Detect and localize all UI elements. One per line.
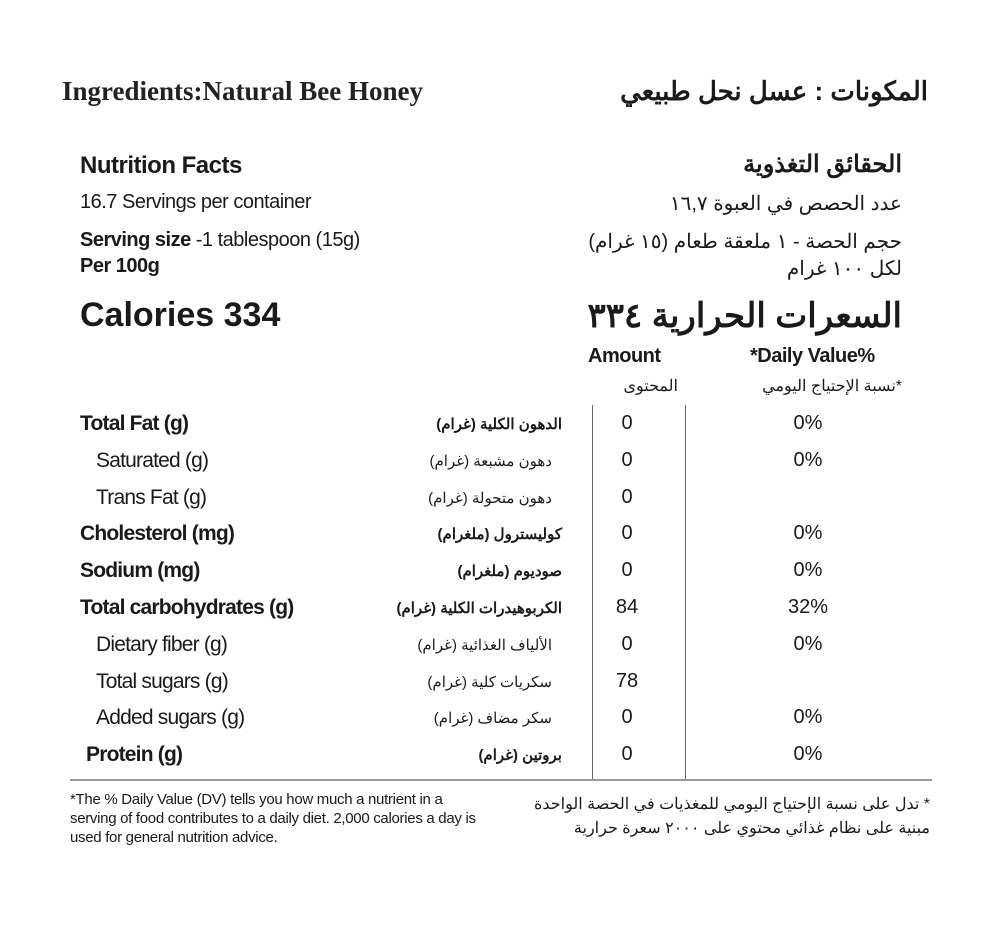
nutrient-label-ar: الدهون الكلية (غرام) <box>436 416 562 433</box>
nutrient-label-ar: كوليسترول (ملغرام) <box>437 526 562 544</box>
nutrient-amount: 0 <box>621 632 633 655</box>
nutrient-label-en: Protein (g) <box>86 743 183 767</box>
nutrient-daily-value: 0% <box>793 412 823 434</box>
per-ar: لكل ١٠٠ غرام <box>786 258 903 280</box>
footnote-en: *The % Daily Value (DV) tells you how mu… <box>70 791 476 846</box>
nutrient-daily-value: 0% <box>793 448 823 471</box>
nutrient-label-en: Cholesterol (mg) <box>80 522 235 546</box>
nutrient-label-ar: دهون مشبعة (غرام) <box>429 452 552 470</box>
footnote-ar: * تدل على نسبة الإحتياج اليومي للمغذيات … <box>533 796 930 837</box>
nutrient-daily-value: 0% <box>793 559 823 582</box>
nutrient-amount: 0 <box>621 706 633 729</box>
title-ar: الحقائق التغذوية <box>743 151 902 178</box>
nutrient-label-en: Total carbohydrates (g) <box>80 596 294 619</box>
column-divider <box>592 405 593 780</box>
ingredients-ar: المكونات : عسل نحل طبيعي <box>620 76 928 106</box>
nutrient-amount: 0 <box>621 559 633 582</box>
servings-ar: عدد الحصص في العبوة ١٦,٧ <box>669 193 903 215</box>
nutrient-daily-value: 0% <box>793 632 823 655</box>
title-en: Nutrition Facts <box>80 152 242 179</box>
nutrient-daily-value: 0% <box>793 743 823 766</box>
amount-header-en: Amount <box>588 345 661 367</box>
nutrient-label-en: Added sugars (g) <box>96 706 245 730</box>
nutrient-label-en: Dietary fiber (g) <box>96 632 228 656</box>
nutrient-amount: 78 <box>615 669 639 692</box>
nutrient-label-en: Saturated (g) <box>96 448 209 472</box>
serving-size-label: Serving size <box>80 229 191 251</box>
dv-header-en: *Daily Value% <box>750 345 875 367</box>
nutrient-daily-value: 32% <box>787 596 829 618</box>
nutrient-amount: 0 <box>621 485 633 508</box>
ingredients-en: Ingredients:Natural Bee Honey <box>62 76 423 106</box>
nutrient-amount: 0 <box>621 448 633 471</box>
servings-en: 16.7 Servings per container <box>80 191 312 213</box>
nutrient-label-ar: بروتين (غرام) <box>478 747 562 765</box>
nutrient-label-ar: دهون متحولة (غرام) <box>428 489 552 507</box>
per-en: Per 100g <box>80 255 160 277</box>
calories-en: Calories 334 <box>80 296 281 334</box>
nutrient-label-en: Total sugars (g) <box>96 669 229 693</box>
dv-header-ar: *نسبة الإحتياج اليومي <box>762 378 902 395</box>
nutrient-label-ar: سكريات كلية (غرام) <box>427 673 552 691</box>
nutrient-amount: 0 <box>621 743 633 766</box>
footnote-divider <box>70 779 932 781</box>
nutrient-amount: 0 <box>621 522 633 545</box>
nutrient-label-ar: الألياف الغذائية (غرام) <box>417 636 552 654</box>
nutrient-label-ar: سكر مضاف (غرام) <box>433 710 552 728</box>
nutrient-amount: 84 <box>615 596 639 618</box>
serving-size-ar: حجم الحصة - ١ ملعقة طعام (١٥ غرام) <box>588 231 902 253</box>
nutrient-label-ar: صوديوم (ملغرام) <box>457 563 562 581</box>
nutrient-label-ar: الكربوهيدرات الكلية (غرام) <box>396 600 562 617</box>
serving-size-value: -1 tablespoon (15g) <box>190 229 360 251</box>
amount-header-ar: المحتوى <box>623 378 678 395</box>
nutrient-label-en: Trans Fat (g) <box>96 485 207 509</box>
column-divider <box>685 405 686 780</box>
nutrient-label-en: Total Fat (g) <box>80 412 189 435</box>
serving-size-en: Serving size -1 tablespoon (15g) <box>80 229 360 252</box>
calories-ar: السعرات الحرارية ٣٣٤ <box>587 297 902 335</box>
nutrient-amount: 0 <box>621 412 633 434</box>
nutrient-label-en: Sodium (mg) <box>80 559 200 583</box>
nutrient-daily-value: 0% <box>793 706 823 729</box>
nutrient-daily-value: 0% <box>793 522 823 545</box>
